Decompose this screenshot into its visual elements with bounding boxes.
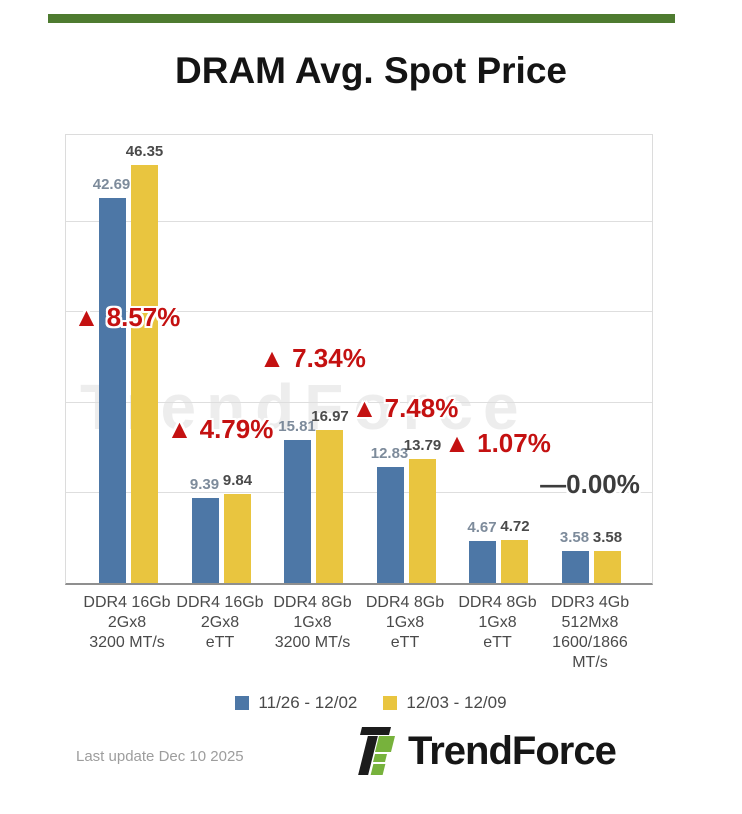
legend-swatch-yellow [383, 696, 398, 710]
x-axis-label: DDR4 8Gb 1Gx8 3200 MT/s [273, 594, 352, 651]
bar-prev-week [191, 498, 219, 583]
bar-curr-week [223, 494, 251, 583]
bar-group: 42.69 46.35 [93, 135, 163, 583]
bar-curr-week [316, 429, 343, 583]
change-callout: ▲ 8.57% [73, 302, 181, 332]
change-callout: —0.00% [540, 469, 640, 499]
x-axis-label: DDR4 16Gb 2Gx8 eTT [176, 594, 264, 651]
trendforce-logo-icon [358, 727, 400, 775]
value-label-curr: 3.58 [592, 528, 623, 546]
value-label-curr: 16.97 [311, 407, 349, 425]
bar-prev-week [376, 467, 404, 583]
value-label-curr: 4.72 [500, 518, 530, 536]
value-label-prev: 3.58 [559, 528, 590, 546]
bar-curr-week [501, 540, 528, 583]
top-green-accent-bar [48, 14, 675, 23]
change-callout: ▲ 4.79% [166, 414, 274, 444]
legend-item-curr-week: 12/03 - 12/09 [383, 693, 507, 713]
chart-title: DRAM Avg. Spot Price [175, 50, 567, 91]
bar-prev-week [284, 440, 311, 583]
bar-group: 3.58 3.58 [559, 135, 623, 583]
legend-label: 11/26 - 12/02 [258, 693, 358, 712]
trendforce-wordmark: TrendForce [408, 729, 617, 773]
x-axis-label: DDR3 4Gb 512Mx8 1600/1866 MT/s [550, 594, 630, 671]
change-callout: ▲ 7.34% [259, 343, 366, 373]
value-label-prev: 12.83 [370, 445, 409, 463]
legend-label: 12/03 - 12/09 [406, 693, 507, 712]
change-callout: ▲ 7.48% [351, 393, 459, 423]
bar-group: 12.83 13.79 [371, 135, 441, 583]
legend-swatch-blue [235, 696, 250, 710]
trendforce-brand: TrendForce [358, 727, 617, 775]
bar-prev-week [98, 197, 126, 583]
legend-item-prev-week: 11/26 - 12/02 [235, 693, 357, 713]
bar-prev-week [469, 540, 496, 583]
plot-area: 42.69 46.35 9.39 9.84 15.81 16.97 12.83 … [65, 134, 653, 585]
value-label-curr: 13.79 [403, 436, 442, 454]
bar-prev-week [561, 550, 589, 583]
value-label-prev: 15.81 [278, 418, 316, 436]
value-label-prev: 9.39 [189, 476, 220, 494]
bar-curr-week [408, 458, 436, 583]
bar-curr-week [130, 164, 158, 583]
bar-curr-week [593, 550, 621, 583]
legend: 11/26 - 12/02 12/03 - 12/09 [0, 693, 742, 713]
bar-group: 15.81 16.97 [278, 135, 349, 583]
x-axis-label: DDR4 16Gb 2Gx8 3200 MT/s [83, 594, 171, 651]
bar-group: 4.67 4.72 [467, 135, 530, 583]
bar-group: 9.39 9.84 [189, 135, 253, 583]
value-label-prev: 4.67 [467, 518, 497, 536]
value-label-prev: 42.69 [92, 175, 131, 193]
value-label-curr: 9.84 [222, 472, 253, 490]
value-label-curr: 46.35 [125, 142, 164, 160]
change-callout: ▲ 1.07% [444, 428, 551, 458]
x-axis-label: DDR4 8Gb 1Gx8 eTT [365, 594, 445, 651]
last-update-text: Last update Dec 10 2025 [76, 748, 244, 765]
x-axis-label: DDR4 8Gb 1Gx8 eTT [458, 594, 537, 651]
